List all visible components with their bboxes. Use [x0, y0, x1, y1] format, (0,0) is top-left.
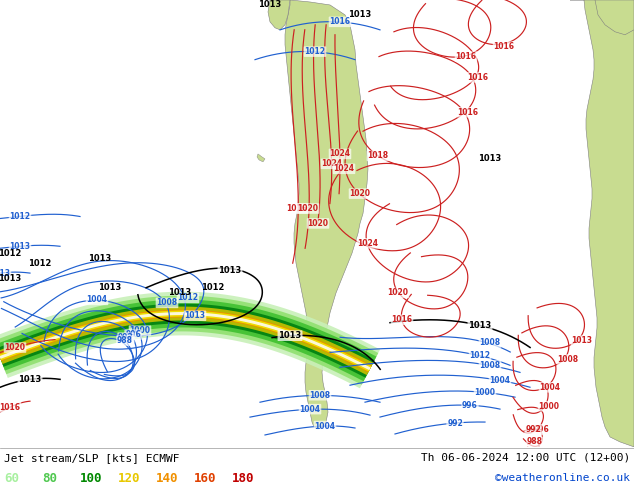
Text: 1020: 1020	[349, 189, 370, 198]
Text: 140: 140	[156, 472, 179, 485]
Text: 1024: 1024	[330, 149, 351, 158]
Text: 1004: 1004	[489, 376, 510, 385]
Text: 996: 996	[462, 401, 478, 410]
Text: 1024: 1024	[358, 239, 378, 248]
Text: 1012: 1012	[304, 47, 325, 56]
Text: 1000: 1000	[538, 402, 559, 411]
Text: 1013: 1013	[184, 311, 205, 320]
Text: 1016: 1016	[330, 17, 351, 26]
Text: 1004: 1004	[299, 405, 321, 414]
Text: 1004: 1004	[540, 383, 560, 392]
Text: 1012: 1012	[0, 249, 22, 258]
Text: 160: 160	[194, 472, 216, 485]
Text: 1004: 1004	[314, 421, 335, 431]
Text: 992: 992	[447, 418, 463, 428]
Text: 1013: 1013	[571, 336, 593, 345]
Text: 100: 100	[80, 472, 103, 485]
Text: Jet stream/SLP [kts] ECMWF: Jet stream/SLP [kts] ECMWF	[4, 453, 179, 463]
Polygon shape	[0, 310, 372, 372]
Polygon shape	[0, 311, 372, 371]
Text: 1008: 1008	[157, 298, 178, 307]
Text: 1013: 1013	[278, 331, 302, 340]
Text: 996: 996	[533, 425, 549, 435]
Text: 1020: 1020	[297, 204, 318, 213]
Polygon shape	[0, 295, 378, 385]
Text: 1016: 1016	[467, 73, 489, 82]
Text: 1013: 1013	[18, 375, 42, 384]
Polygon shape	[0, 304, 375, 378]
Text: 1008: 1008	[309, 391, 330, 400]
Text: 1012: 1012	[470, 351, 491, 360]
Text: 1024: 1024	[321, 159, 342, 169]
Text: 1016: 1016	[287, 204, 307, 213]
Text: Th 06-06-2024 12:00 UTC (12+00): Th 06-06-2024 12:00 UTC (12+00)	[421, 453, 630, 463]
Text: 80: 80	[42, 472, 57, 485]
Text: 1008: 1008	[479, 338, 501, 347]
Text: 1000: 1000	[129, 326, 150, 335]
Text: 988: 988	[527, 438, 543, 446]
Text: 60: 60	[4, 472, 19, 485]
Polygon shape	[0, 292, 380, 388]
Polygon shape	[268, 0, 290, 30]
Text: 1018: 1018	[368, 151, 389, 160]
Text: 1008: 1008	[557, 355, 579, 364]
Polygon shape	[595, 0, 634, 35]
Text: 1020: 1020	[4, 343, 25, 352]
Text: 1012: 1012	[178, 294, 198, 302]
Text: 988: 988	[117, 336, 133, 345]
Text: 1013: 1013	[98, 284, 122, 293]
Text: 1013: 1013	[0, 273, 22, 283]
Text: 1016: 1016	[0, 403, 20, 412]
Text: 1012: 1012	[202, 284, 224, 293]
Text: 1016: 1016	[493, 42, 515, 51]
Polygon shape	[0, 312, 371, 370]
Text: 1013: 1013	[259, 0, 281, 9]
Text: 1013: 1013	[218, 266, 242, 274]
Text: 1012: 1012	[29, 259, 52, 268]
Text: 1020: 1020	[387, 289, 408, 297]
Text: 1013: 1013	[469, 321, 491, 330]
Text: ©weatheronline.co.uk: ©weatheronline.co.uk	[495, 473, 630, 483]
Text: 992: 992	[118, 333, 134, 342]
Text: 180: 180	[232, 472, 254, 485]
Text: 1013: 1013	[479, 154, 501, 163]
Text: 1000: 1000	[474, 388, 496, 397]
Polygon shape	[0, 312, 371, 370]
Polygon shape	[0, 307, 373, 375]
Polygon shape	[570, 0, 634, 447]
Text: 120: 120	[118, 472, 141, 485]
Text: 1013: 1013	[0, 269, 11, 278]
Text: 1013: 1013	[88, 254, 112, 263]
Polygon shape	[257, 154, 265, 162]
Text: 1016: 1016	[392, 315, 413, 324]
Text: 1024: 1024	[333, 164, 354, 173]
Text: 1008: 1008	[479, 361, 501, 370]
Text: 1020: 1020	[307, 219, 328, 228]
Text: 1012: 1012	[10, 212, 30, 221]
Text: 1013: 1013	[10, 242, 30, 251]
Polygon shape	[0, 299, 377, 381]
Text: 992: 992	[525, 424, 541, 434]
Text: 1016: 1016	[455, 52, 477, 61]
Text: 1004: 1004	[86, 295, 108, 304]
Text: 1013: 1013	[169, 289, 191, 297]
Polygon shape	[285, 0, 368, 429]
Text: 1016: 1016	[458, 108, 479, 117]
Text: 996: 996	[125, 330, 141, 339]
Text: 1013: 1013	[348, 10, 372, 20]
